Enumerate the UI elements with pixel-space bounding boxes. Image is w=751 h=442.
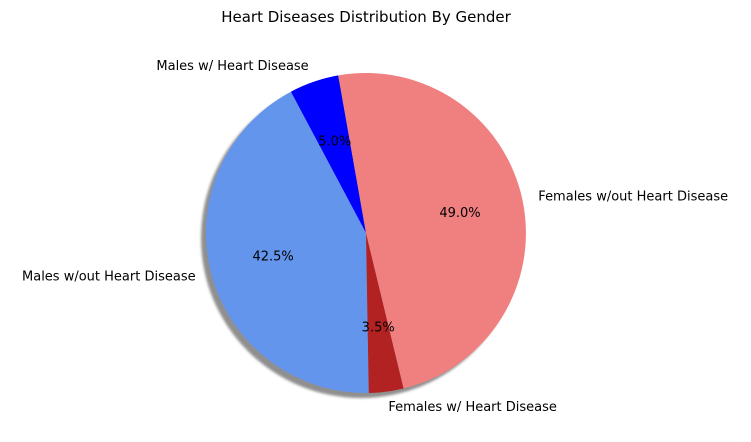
slice-label-males-w-heart-disease: Males w/ Heart Disease	[156, 59, 308, 74]
slice-pct-females-w-heart-disease: 3.5%	[362, 321, 395, 336]
chart-title: Heart Diseases Distribution By Gender	[221, 8, 511, 26]
slice-pct-males-w-heart-disease: 5.0%	[318, 135, 351, 150]
slice-pct-females-w-out-heart-disease: 49.0%	[439, 206, 480, 221]
pie-labels: Males w/ Heart Disease 5.0% Males w/out He…	[22, 59, 728, 415]
pie-slice-females-w-out-heart-disease	[338, 73, 526, 389]
pie-slice-males-w-out-heart-disease	[205, 91, 369, 394]
slice-label-males-w-out-heart-disease: Males w/out Heart Disease	[22, 270, 196, 285]
pie-slice-males-w-heart-disease	[290, 75, 366, 234]
slice-pct-males-w-out-heart-disease: 42.5%	[252, 250, 293, 265]
pie-slice-females-w-heart-disease	[366, 233, 404, 393]
pie-slices	[205, 73, 526, 394]
slice-label-females-w-out-heart-disease: Females w/out Heart Disease	[538, 190, 728, 205]
slice-label-females-w-heart-disease: Females w/ Heart Disease	[388, 400, 557, 415]
